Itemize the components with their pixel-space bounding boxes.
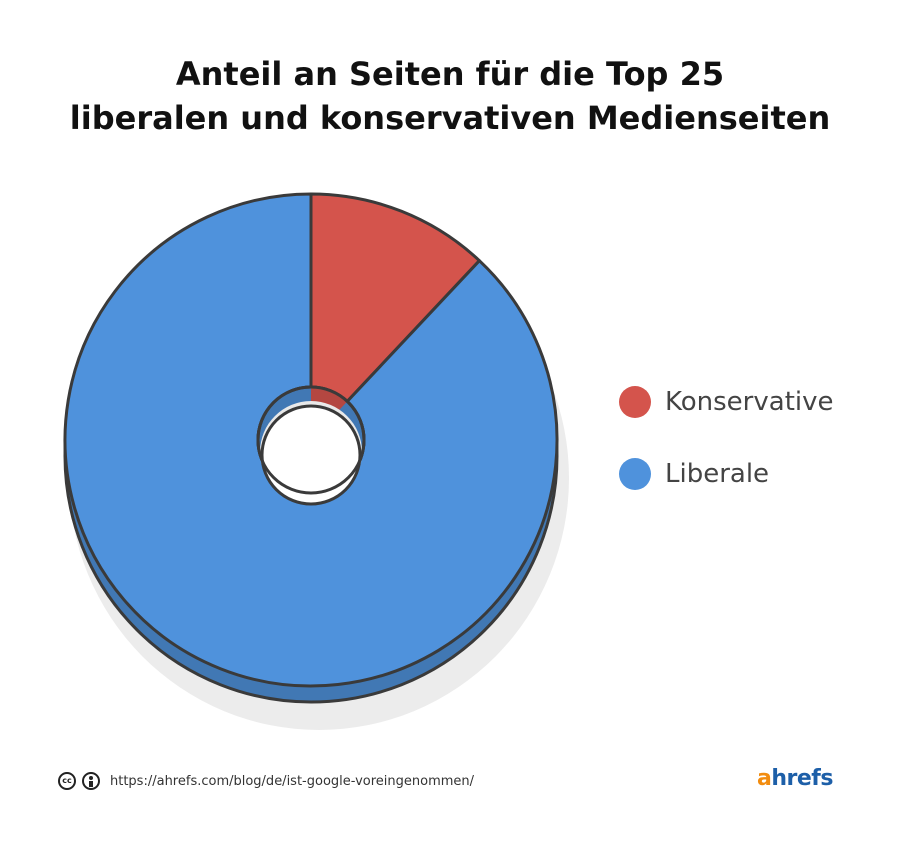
logo-text: hrefs bbox=[771, 766, 833, 791]
legend-swatch-konservative bbox=[619, 386, 651, 418]
ahrefs-logo: ahrefs bbox=[757, 766, 833, 791]
donut-hole bbox=[260, 404, 362, 506]
chart-title: Anteil an Seiten für die Top 25 liberale… bbox=[0, 52, 900, 140]
footer: cc https://ahrefs.com/blog/de/ist-google… bbox=[58, 770, 474, 792]
source-url[interactable]: https://ahrefs.com/blog/de/ist-google-vo… bbox=[110, 773, 475, 789]
creative-commons-icon: cc bbox=[58, 772, 76, 790]
attribution-icon bbox=[82, 772, 100, 790]
logo-letter-a: a bbox=[757, 766, 772, 791]
legend-label-liberale: Liberale bbox=[665, 459, 770, 489]
chart-title-line-1: Anteil an Seiten für die Top 25 bbox=[175, 55, 725, 93]
legend-item-liberale: Liberale bbox=[619, 452, 834, 496]
donut-hole-rim bbox=[256, 385, 366, 495]
legend-label-konservative: Konservative bbox=[665, 387, 834, 417]
legend-item-konservative: Konservative bbox=[619, 380, 834, 424]
legend: Konservative Liberale bbox=[619, 380, 834, 524]
legend-swatch-liberale bbox=[619, 458, 651, 490]
chart-title-line-2: liberalen und konservativen Medienseiten bbox=[69, 99, 831, 137]
